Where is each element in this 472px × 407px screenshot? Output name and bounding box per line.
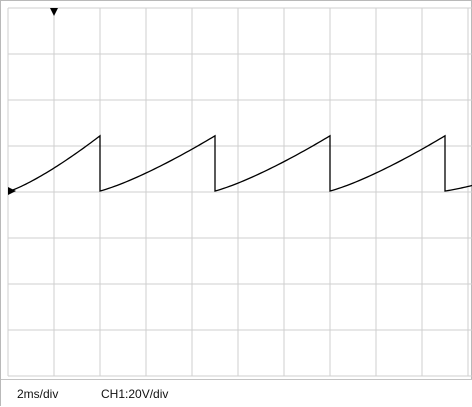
status-bar: 2ms/div CH1:20V/div	[1, 379, 472, 407]
ground-level-marker-icon	[8, 187, 16, 195]
trigger-marker-icon	[50, 8, 58, 16]
ch1-trace	[9, 134, 472, 192]
graticule-grid	[7, 7, 472, 377]
timebase-readout: 2ms/div	[17, 387, 59, 401]
ch1-scale-readout: CH1:20V/div	[101, 387, 169, 401]
marker-layer	[8, 8, 58, 195]
trace-layer	[9, 134, 472, 192]
